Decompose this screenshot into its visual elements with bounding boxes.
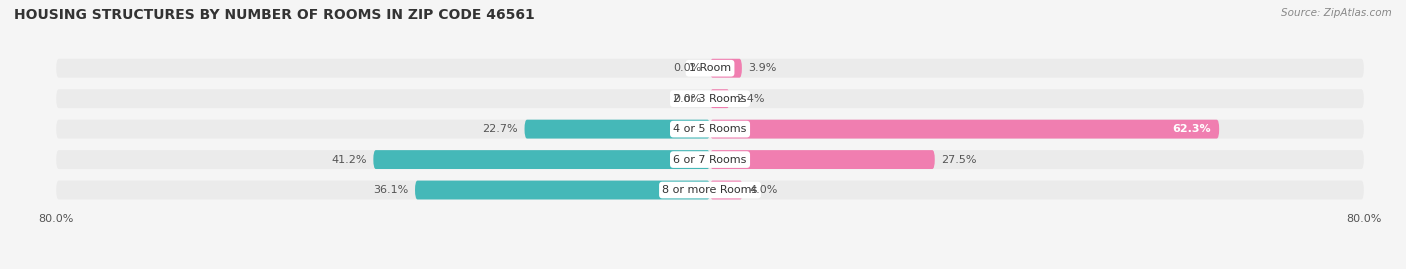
FancyBboxPatch shape <box>710 89 730 108</box>
FancyBboxPatch shape <box>710 59 742 78</box>
FancyBboxPatch shape <box>56 120 1364 139</box>
Text: 62.3%: 62.3% <box>1173 124 1211 134</box>
Text: 3.9%: 3.9% <box>748 63 778 73</box>
Text: 27.5%: 27.5% <box>941 155 977 165</box>
Text: 1 Room: 1 Room <box>689 63 731 73</box>
Text: 36.1%: 36.1% <box>373 185 409 195</box>
Text: Source: ZipAtlas.com: Source: ZipAtlas.com <box>1281 8 1392 18</box>
Text: 8 or more Rooms: 8 or more Rooms <box>662 185 758 195</box>
FancyBboxPatch shape <box>56 89 1364 108</box>
Text: 4 or 5 Rooms: 4 or 5 Rooms <box>673 124 747 134</box>
FancyBboxPatch shape <box>56 150 1364 169</box>
Text: 4.0%: 4.0% <box>749 185 778 195</box>
Text: 0.0%: 0.0% <box>673 94 702 104</box>
FancyBboxPatch shape <box>56 59 1364 78</box>
Text: 22.7%: 22.7% <box>482 124 517 134</box>
Text: HOUSING STRUCTURES BY NUMBER OF ROOMS IN ZIP CODE 46561: HOUSING STRUCTURES BY NUMBER OF ROOMS IN… <box>14 8 534 22</box>
Text: 2.4%: 2.4% <box>737 94 765 104</box>
FancyBboxPatch shape <box>710 180 742 200</box>
FancyBboxPatch shape <box>415 180 710 200</box>
Text: 6 or 7 Rooms: 6 or 7 Rooms <box>673 155 747 165</box>
FancyBboxPatch shape <box>710 150 935 169</box>
FancyBboxPatch shape <box>710 120 1219 139</box>
FancyBboxPatch shape <box>374 150 710 169</box>
FancyBboxPatch shape <box>524 120 710 139</box>
FancyBboxPatch shape <box>56 180 1364 200</box>
Text: 41.2%: 41.2% <box>332 155 367 165</box>
Text: 2 or 3 Rooms: 2 or 3 Rooms <box>673 94 747 104</box>
Text: 0.0%: 0.0% <box>673 63 702 73</box>
